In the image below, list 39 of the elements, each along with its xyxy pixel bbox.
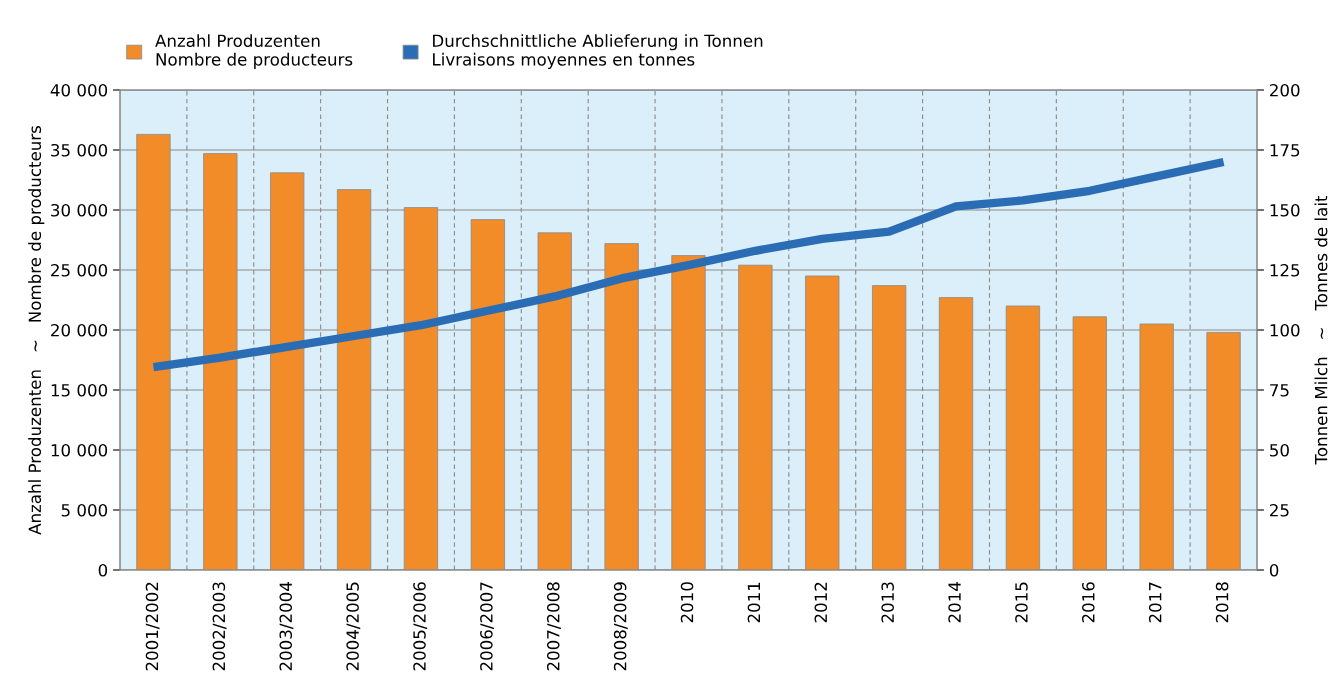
x-tick-label: 2002/2003 (212, 582, 227, 671)
y2-tick-label: 50 (1270, 443, 1289, 457)
y-tick-label: 10 000 (51, 443, 108, 457)
y-tick-label: 35 000 (51, 143, 108, 157)
y2-tick-label: 0 (1269, 563, 1279, 577)
y2-tick-label: 75 (1270, 384, 1289, 397)
x-tick-label: 2013 (881, 582, 894, 623)
x-tick-label: 2006/2007 (480, 582, 494, 671)
y2-tick-label: 100 (1270, 323, 1300, 337)
x-tick-label: 2011 (747, 582, 761, 623)
x-tick-label: 2007/2008 (546, 582, 561, 671)
x-tick-label: 2012 (814, 582, 828, 623)
y-axis-title: Anzahl Produzenten ~ Nombre de producteurs (28, 125, 45, 535)
y-tick-label: 5 000 (61, 503, 108, 517)
y-tick-label: 25 000 (51, 263, 108, 277)
y-tick-label: 30 000 (51, 203, 108, 217)
y-tick-label: 20 000 (51, 323, 108, 337)
y2-tick-label: 175 (1270, 144, 1300, 157)
y-tick-label: 15 000 (51, 383, 108, 397)
legend-label: Anzahl Produzenten Nombre de producteurs (155, 34, 353, 69)
x-tick-label: 2015 (1015, 582, 1028, 623)
y2-axis-title: Tonnen Milch ~ Tonnes de lait (1314, 195, 1328, 465)
x-tick-label: 2018 (1215, 582, 1229, 623)
x-tick-label: 2017 (1148, 582, 1162, 623)
y2-tick-label: 125 (1270, 263, 1300, 277)
x-tick-label: 2010 (680, 582, 694, 623)
x-tick-label: 2005/2006 (413, 582, 428, 671)
y2-tick-label: 25 (1270, 503, 1289, 517)
y-tick-label: 0 (98, 563, 108, 577)
y2-tick-label: 200 (1270, 83, 1300, 97)
x-tick-label: 2016 (1082, 582, 1095, 623)
legend-label: Durchschnittliche Ablieferung in Tonnen Livraisons moyennes en tonnes (433, 34, 763, 69)
x-tick-label: 2014 (948, 582, 961, 623)
y-tick-label: 40 000 (50, 83, 108, 97)
y2-tick-label: 150 (1270, 203, 1300, 217)
x-tick-label: 2004/2005 (346, 582, 361, 671)
x-tick-label: 2003/2004 (279, 582, 294, 671)
x-tick-label: 2008/2009 (613, 582, 628, 671)
x-tick-label: 2001/2002 (145, 582, 160, 671)
